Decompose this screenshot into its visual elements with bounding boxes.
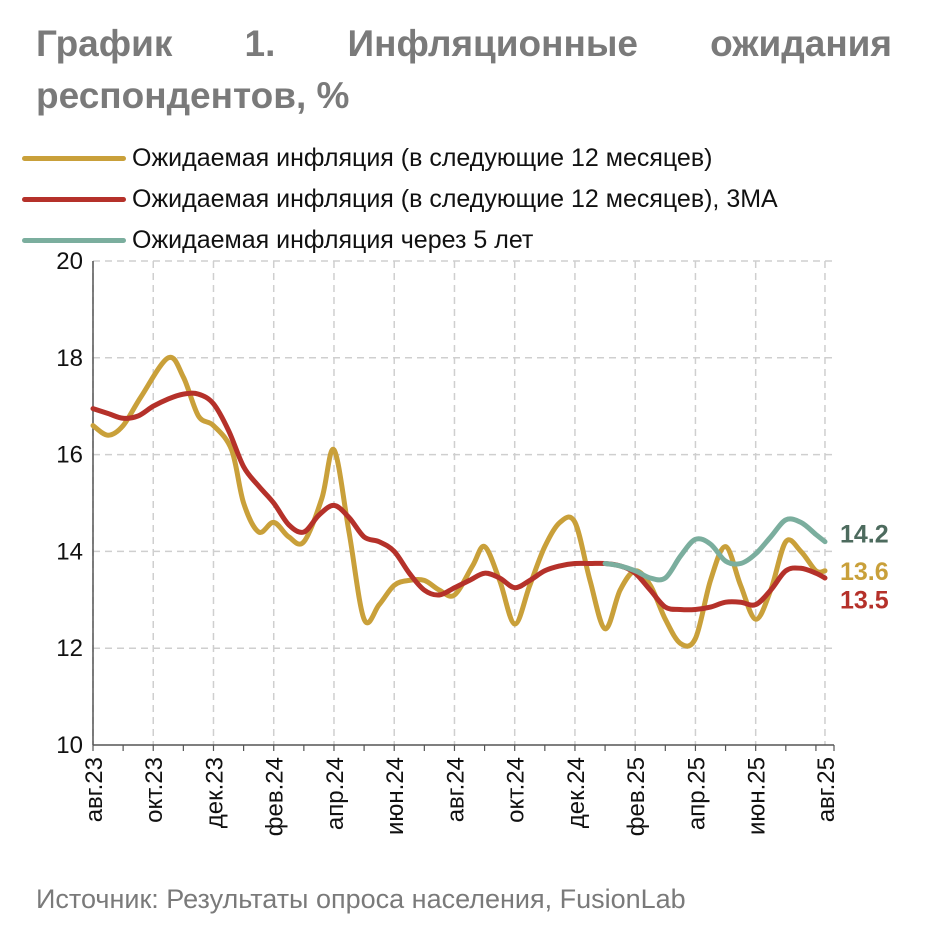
x-tick-label: дек.23 [201,757,228,828]
chart-title-line2: респондентов, % [36,75,350,116]
y-tick-label: 12 [56,635,83,662]
legend-swatch-3ma [22,197,126,202]
y-tick-label: 16 [56,442,83,469]
legend-item-3ma: Ожидаемая инфляция (в следующие 12 месяц… [22,179,778,220]
x-tick-label: апр.25 [683,757,710,830]
y-tick-label: 14 [56,538,83,565]
x-tick-label: апр.24 [322,757,349,830]
legend-swatch-12m [22,156,126,161]
x-tick-label: июн.25 [744,757,771,835]
x-tick-label: авг.25 [813,757,840,822]
x-tick-label: фев.25 [623,757,650,836]
legend-label-3ma: Ожидаемая инфляция (в следующие 12 месяц… [132,185,778,213]
x-tick-label: авг.24 [442,757,469,822]
source-note: Источник: Результаты опроса населения, F… [36,884,686,914]
y-tick-label: 10 [56,732,83,759]
legend-item-5y: Ожидаемая инфляция через 5 лет [22,220,778,261]
x-tick-label: июн.24 [382,757,409,835]
x-tick-label: дек.24 [563,757,590,828]
x-tick-label: авг.23 [81,757,108,822]
x-tick-label: окт.24 [503,757,530,823]
legend-label-12m: Ожидаемая инфляция (в следующие 12 месяц… [132,144,713,172]
end-label-5y: 14.2 [840,521,889,549]
x-tick-label: фев.24 [262,757,289,836]
y-tick-label: 18 [56,345,83,372]
end-label-3ma: 13.5 [840,587,889,615]
x-tick-label: окт.23 [141,757,168,823]
chart-title: График 1. Инфляционные ожидания респонде… [36,18,892,122]
chart-series [90,354,828,649]
legend-swatch-5y [22,238,126,243]
chart-axes: 10 12 14 16 18 20 авг.23 окт.23 дек.23 фев.24 апр.… [56,248,840,836]
chart-end-labels: 14.2 13.613.5 [840,521,889,615]
legend-item-12m: Ожидаемая инфляция (в следующие 12 месяц… [22,138,778,179]
chart-grid [92,260,834,745]
chart-legend: Ожидаемая инфляция (в следующие 12 месяц… [22,138,778,261]
series-line-12m [90,354,828,649]
series-line-5y [602,516,828,583]
y-tick-label: 20 [56,248,83,275]
end-label-12m: 13.6 [840,558,889,586]
series-line-3ma [90,390,828,613]
line-chart: 10 12 14 16 18 20 авг.23 окт.23 дек.23 фев.24 апр.… [56,248,889,836]
legend-label-5y: Ожидаемая инфляция через 5 лет [132,226,534,254]
chart-title-line1: График 1. Инфляционные ожидания [36,23,892,64]
